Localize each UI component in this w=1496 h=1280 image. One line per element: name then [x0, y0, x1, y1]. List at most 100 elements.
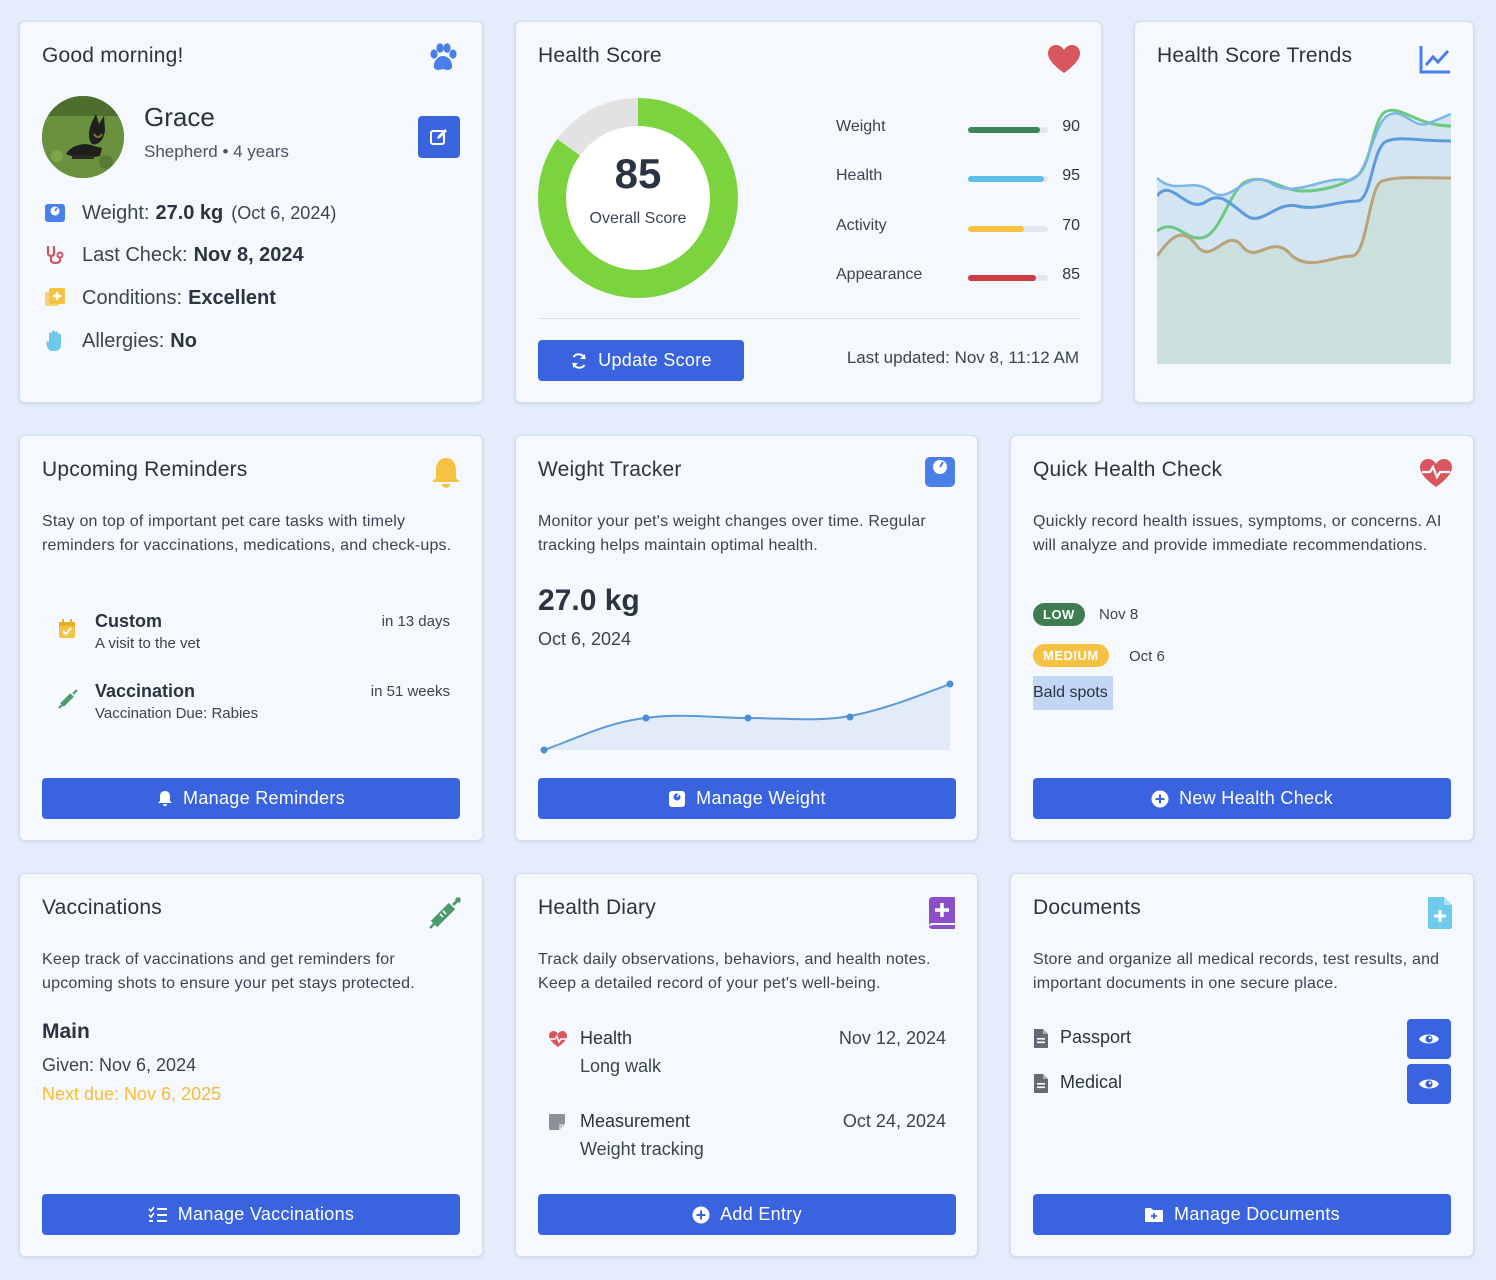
allergies-value: No	[170, 329, 197, 352]
add-entry-label: Add Entry	[720, 1204, 802, 1224]
reminder-item[interactable]: Custom A visit to the vet in 13 days	[42, 611, 450, 657]
trend-line-brown	[1157, 176, 1451, 265]
folder-plus-icon	[1145, 1207, 1164, 1222]
pet-profile-card: Good morning! Grace Shepherd • 4 years	[19, 21, 483, 403]
hand-icon	[42, 328, 68, 354]
overall-score-caption: Overall Score	[589, 210, 687, 227]
calendar-check-icon	[58, 619, 76, 644]
document-item: Passport	[1033, 1019, 1451, 1059]
update-score-button[interactable]: Update Score	[538, 340, 744, 381]
vaccinations-description: Keep track of vaccinations and get remin…	[42, 951, 415, 992]
bell-icon	[158, 790, 173, 806]
weight-point[interactable]	[642, 714, 650, 722]
diary-entry-date: Oct 24, 2024	[842, 1111, 946, 1131]
reminders-card: Upcoming Reminders Stay on top of import…	[19, 435, 483, 841]
view-document-button[interactable]	[1407, 1019, 1451, 1059]
health-score-card: Health Score 85 Overall Score Weight 90 …	[515, 21, 1102, 403]
health-check-date: Oct 6	[1129, 648, 1165, 665]
symptom-highlight[interactable]: Bald spots	[1033, 676, 1113, 710]
vaccinations-title: Vaccinations	[42, 896, 162, 919]
current-weight: 27.0 kg	[538, 584, 640, 617]
score-bar-fill	[968, 176, 1044, 182]
score-bar-label: Activity	[836, 217, 887, 234]
heartbeat-icon	[1419, 458, 1453, 493]
reminders-description: Stay on top of important pet care tasks …	[42, 513, 452, 554]
manage-weight-label: Manage Weight	[696, 788, 826, 808]
new-health-check-button[interactable]: New Health Check	[1033, 778, 1451, 819]
document-label: Medical	[1060, 1072, 1123, 1092]
line-chart-icon	[1419, 44, 1451, 79]
score-bar-track	[968, 226, 1048, 232]
quick-health-check-title: Quick Health Check	[1033, 458, 1223, 481]
severity-badge-medium: MEDIUM	[1033, 644, 1109, 667]
diary-entry-subtitle: Long walk	[580, 1056, 662, 1076]
reminder-title: Vaccination	[95, 681, 196, 701]
score-bar-fill	[968, 226, 1024, 232]
manage-vaccinations-button[interactable]: Manage Vaccinations	[42, 1194, 460, 1235]
stethoscope-icon	[42, 242, 68, 268]
score-bar-track	[968, 275, 1048, 281]
score-bar-track	[968, 176, 1048, 182]
health-check-date: Nov 8	[1099, 606, 1139, 623]
score-bar-value: 70	[1062, 217, 1080, 234]
weight-point[interactable]	[846, 713, 854, 721]
score-bar-label: Appearance	[836, 266, 923, 283]
trend-line-cyan	[1157, 112, 1451, 197]
document-item: Medical	[1033, 1064, 1451, 1104]
diary-entry-subtitle: Weight tracking	[580, 1139, 704, 1159]
conditions-value: Excellent	[188, 286, 276, 309]
score-bar-fill	[968, 127, 1040, 133]
score-bar-value: 90	[1062, 118, 1080, 135]
score-ring	[538, 98, 738, 298]
edit-profile-button[interactable]	[418, 116, 460, 158]
manage-documents-button[interactable]: Manage Documents	[1033, 1194, 1451, 1235]
avatar[interactable]	[42, 96, 124, 178]
last-check-value: Nov 8, 2024	[193, 243, 304, 266]
diary-entry[interactable]: Health Long walk Nov 12, 2024	[538, 1028, 946, 1088]
edit-icon	[430, 129, 447, 145]
trend-line-green	[1157, 108, 1451, 240]
pet-name: Grace	[144, 102, 215, 132]
current-weight-date: Oct 6, 2024	[538, 629, 632, 649]
file-icon	[1033, 1073, 1049, 1099]
score-bar-label: Health	[836, 167, 883, 184]
weight-point[interactable]	[946, 680, 954, 688]
scale-icon	[669, 790, 686, 807]
weight-point[interactable]	[744, 714, 752, 722]
health-diary-description: Track daily observations, behaviors, and…	[538, 951, 931, 992]
health-score-title: Health Score	[538, 44, 662, 67]
last-check-label: Last Check:	[82, 243, 188, 266]
manage-reminders-button[interactable]: Manage Reminders	[42, 778, 460, 819]
score-bar-appearance: Appearance 85	[836, 266, 1080, 288]
quick-health-check-description: Quickly record health issues, symptoms, …	[1033, 513, 1442, 554]
weight-chart	[540, 680, 954, 754]
manage-weight-button[interactable]: Manage Weight	[538, 778, 956, 819]
reminders-title: Upcoming Reminders	[42, 458, 248, 481]
checklist-icon	[148, 1206, 167, 1222]
weight-point[interactable]	[540, 746, 548, 754]
diary-entry[interactable]: Measurement Weight tracking Oct 24, 2024	[538, 1111, 946, 1171]
medical-notes-icon	[42, 285, 68, 311]
eye-icon	[1419, 1034, 1439, 1044]
trend-area-lower	[1157, 177, 1451, 364]
reminder-item[interactable]: Vaccination Vaccination Due: Rabies in 5…	[42, 681, 450, 727]
add-entry-button[interactable]: Add Entry	[538, 1194, 956, 1235]
health-diary-title: Health Diary	[538, 896, 656, 919]
weight-tracker-description: Monitor your pet's weight changes over t…	[538, 513, 926, 554]
weight-value: 27.0 kg	[155, 201, 224, 224]
health-diary-card: Health Diary Track daily observations, b…	[515, 873, 978, 1257]
eye-icon	[1419, 1079, 1439, 1089]
manage-documents-label: Manage Documents	[1174, 1204, 1340, 1224]
scale-icon	[924, 456, 956, 493]
file-medical-icon	[1427, 896, 1453, 935]
view-document-button[interactable]	[1407, 1064, 1451, 1104]
scale-icon	[42, 200, 68, 226]
document-label: Passport	[1060, 1027, 1132, 1047]
vaccine-name: Main	[42, 1020, 90, 1043]
weight-label: Weight:	[82, 201, 150, 224]
score-bar-label: Weight	[836, 118, 886, 135]
score-bar-fill	[968, 275, 1036, 281]
health-trends-card: Health Score Trends	[1134, 21, 1474, 403]
documents-description: Store and organize all medical records, …	[1033, 951, 1440, 992]
allergies-label: Allergies:	[82, 329, 165, 352]
